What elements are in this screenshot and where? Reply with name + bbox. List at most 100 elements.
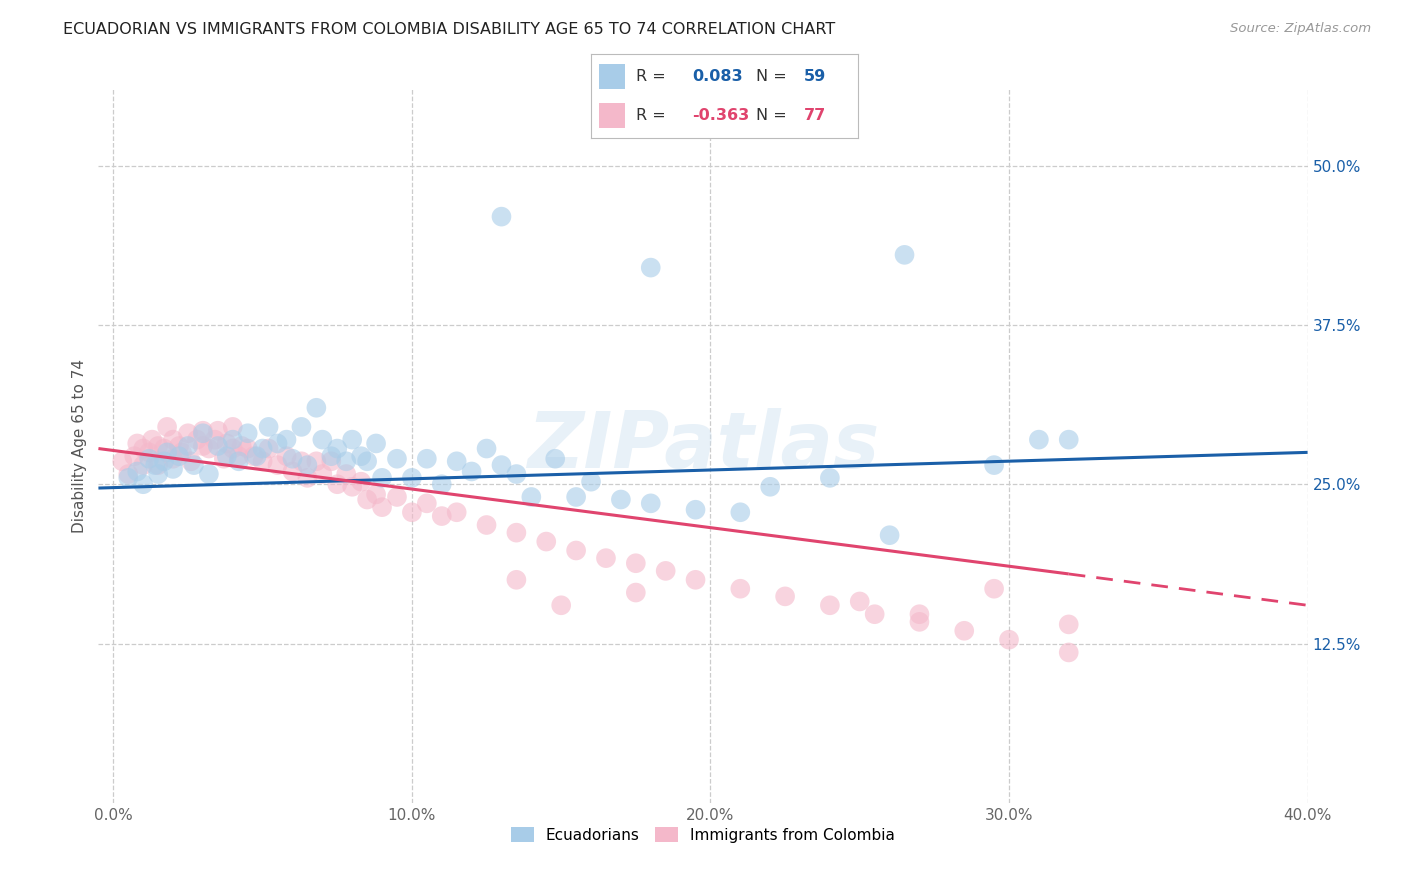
Point [222, 433, 245, 447]
Point [311, 467, 333, 481]
Point [305, 401, 328, 415]
Point [879, 528, 901, 542]
Point [183, 458, 205, 472]
Point [364, 487, 387, 501]
Point [610, 492, 633, 507]
Point [266, 458, 288, 472]
Point [132, 477, 155, 491]
Text: ZIPatlas: ZIPatlas [527, 408, 879, 484]
Point [624, 585, 647, 599]
Y-axis label: Disability Age 65 to 74: Disability Age 65 to 74 [72, 359, 87, 533]
Point [266, 436, 288, 450]
Point [305, 454, 328, 468]
Point [1057, 617, 1080, 632]
Point [335, 467, 357, 481]
Point [1057, 645, 1080, 659]
Point [177, 439, 200, 453]
Point [138, 451, 160, 466]
Point [311, 433, 333, 447]
Point [153, 442, 176, 456]
Point [550, 599, 572, 613]
Point [565, 543, 588, 558]
Point [364, 436, 387, 450]
Point [228, 454, 250, 468]
Point [111, 454, 134, 468]
Point [640, 260, 662, 275]
Point [281, 465, 304, 479]
Point [207, 439, 229, 453]
Text: -0.363: -0.363 [692, 108, 749, 123]
Point [416, 496, 439, 510]
Point [908, 615, 931, 629]
Point [222, 420, 245, 434]
Text: N =: N = [756, 108, 792, 123]
Point [475, 518, 498, 533]
Point [257, 420, 280, 434]
Point [371, 500, 394, 515]
Point [117, 467, 139, 481]
Point [416, 451, 439, 466]
Point [246, 449, 269, 463]
Point [983, 582, 1005, 596]
Point [579, 475, 602, 489]
Text: R =: R = [636, 108, 671, 123]
Point [505, 573, 527, 587]
Point [385, 490, 408, 504]
Point [122, 449, 145, 463]
Point [297, 471, 319, 485]
Point [385, 451, 408, 466]
Point [430, 477, 453, 491]
Legend: Ecuadorians, Immigrants from Colombia: Ecuadorians, Immigrants from Colombia [505, 821, 901, 848]
Point [356, 454, 378, 468]
Point [236, 442, 259, 456]
Point [401, 505, 423, 519]
Bar [599, 63, 626, 89]
Point [321, 449, 343, 463]
Point [180, 454, 202, 468]
Point [162, 433, 184, 447]
Point [141, 433, 163, 447]
Point [162, 451, 184, 466]
Point [475, 442, 498, 456]
Point [276, 433, 298, 447]
Point [252, 454, 274, 468]
Point [231, 439, 253, 453]
Point [848, 594, 870, 608]
Point [863, 607, 886, 622]
Point [186, 433, 208, 447]
Point [290, 454, 312, 468]
Point [654, 564, 676, 578]
Point [138, 445, 160, 459]
Point [430, 509, 453, 524]
Point [818, 471, 841, 485]
Point [565, 490, 588, 504]
Point [321, 454, 343, 468]
Point [276, 449, 298, 463]
Point [198, 467, 221, 481]
Point [893, 248, 915, 262]
Point [156, 445, 179, 459]
Point [759, 480, 782, 494]
Bar [599, 103, 626, 128]
Point [228, 449, 250, 463]
Point [252, 442, 274, 456]
Point [340, 480, 363, 494]
Point [520, 490, 543, 504]
Point [162, 462, 184, 476]
Point [242, 449, 264, 463]
Point [340, 433, 363, 447]
Point [215, 449, 238, 463]
Point [236, 426, 259, 441]
Point [143, 458, 166, 472]
Point [257, 442, 280, 456]
Point [170, 445, 193, 459]
Point [127, 465, 149, 479]
Point [117, 471, 139, 485]
Point [1057, 433, 1080, 447]
Point [146, 467, 169, 481]
Point [198, 442, 221, 456]
Point [215, 436, 238, 450]
Point [983, 458, 1005, 472]
Point [191, 439, 214, 453]
Point [595, 551, 617, 566]
